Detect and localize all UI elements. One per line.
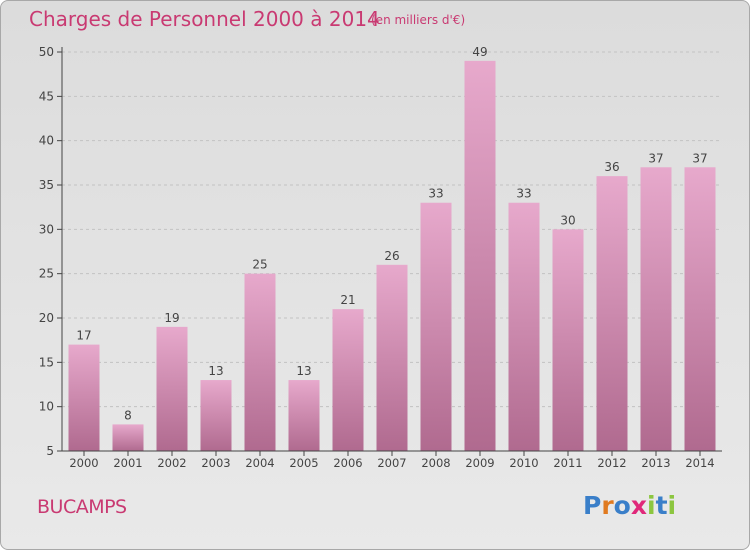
bar-2005 xyxy=(288,380,320,451)
bar-2000 xyxy=(68,344,100,451)
logo-letter: t xyxy=(655,491,668,520)
logo-letter: i xyxy=(667,491,677,520)
bar-2010 xyxy=(508,202,540,451)
x-tick-label: 2001 xyxy=(113,456,142,470)
chart-subtitle: (en milliers d'€) xyxy=(371,13,466,27)
bar-2008 xyxy=(420,202,452,451)
y-tick-label: 45 xyxy=(39,89,54,103)
x-tick-label: 2014 xyxy=(685,456,714,470)
bar-value-label: 36 xyxy=(604,160,619,174)
y-tick-label: 40 xyxy=(39,134,54,148)
x-tick-label: 2006 xyxy=(333,456,362,470)
x-tick-label: 2009 xyxy=(465,456,494,470)
bar-value-label: 26 xyxy=(384,249,399,263)
x-tick-label: 2011 xyxy=(553,456,582,470)
logo-letter: P xyxy=(583,491,602,520)
bar-value-label: 13 xyxy=(296,364,311,378)
bar-2011 xyxy=(552,229,584,451)
x-tick-label: 2003 xyxy=(201,456,230,470)
logo-letter: o xyxy=(613,491,631,520)
bar-2002 xyxy=(156,326,188,451)
logo-letter: r xyxy=(601,491,614,520)
bar-value-label: 33 xyxy=(516,187,531,201)
y-tick-label: 5 xyxy=(46,444,54,458)
x-tick-label: 2013 xyxy=(641,456,670,470)
y-tick-label: 50 xyxy=(39,45,54,59)
bar-value-label: 19 xyxy=(164,311,179,325)
bar-value-label: 30 xyxy=(560,213,575,227)
x-tick-label: 2004 xyxy=(245,456,274,470)
x-tick-label: 2002 xyxy=(157,456,186,470)
bar-value-label: 37 xyxy=(648,151,663,165)
y-tick-label: 15 xyxy=(39,355,54,369)
x-tick-label: 2000 xyxy=(69,456,98,470)
bar-value-label: 13 xyxy=(208,364,223,378)
bar-value-label: 33 xyxy=(428,187,443,201)
bar-2009 xyxy=(464,60,496,451)
bar-2014 xyxy=(684,167,716,451)
y-tick-label: 20 xyxy=(39,311,54,325)
bar-2007 xyxy=(376,264,408,451)
y-tick-label: 10 xyxy=(39,400,54,414)
logo-letter: x xyxy=(630,491,647,520)
bar-2001 xyxy=(112,424,144,451)
bar-value-label: 25 xyxy=(252,258,267,272)
bar-2013 xyxy=(640,167,672,451)
bar-2012 xyxy=(596,176,628,451)
axis-layer: 5 10 15 20 25 30 35 40 45 50 17 2000 8 2001 19 2002 13 20… xyxy=(39,45,722,470)
y-tick-label: 35 xyxy=(39,178,54,192)
x-tick-label: 2010 xyxy=(509,456,538,470)
proxiti-logo: Proxiti xyxy=(583,491,676,520)
bar-value-label: 8 xyxy=(124,408,132,422)
bar-value-label: 49 xyxy=(472,45,487,59)
x-tick-label: 2007 xyxy=(377,456,406,470)
bar-2004 xyxy=(244,273,276,451)
chart-title: Charges de Personnel 2000 à 2014 xyxy=(29,7,380,31)
bar-2003 xyxy=(200,380,232,451)
bar-value-label: 21 xyxy=(340,293,355,307)
logo-letter: i xyxy=(647,491,656,520)
bars-layer xyxy=(68,60,716,451)
y-tick-label: 25 xyxy=(39,267,54,281)
bar-value-label: 37 xyxy=(692,151,707,165)
x-tick-label: 2012 xyxy=(597,456,626,470)
commune-name: BUCAMPS xyxy=(37,496,127,518)
bar-value-label: 17 xyxy=(76,329,91,343)
x-tick-label: 2008 xyxy=(421,456,450,470)
x-tick-label: 2005 xyxy=(289,456,318,470)
bar-2006 xyxy=(332,309,364,451)
y-tick-label: 30 xyxy=(39,222,54,236)
